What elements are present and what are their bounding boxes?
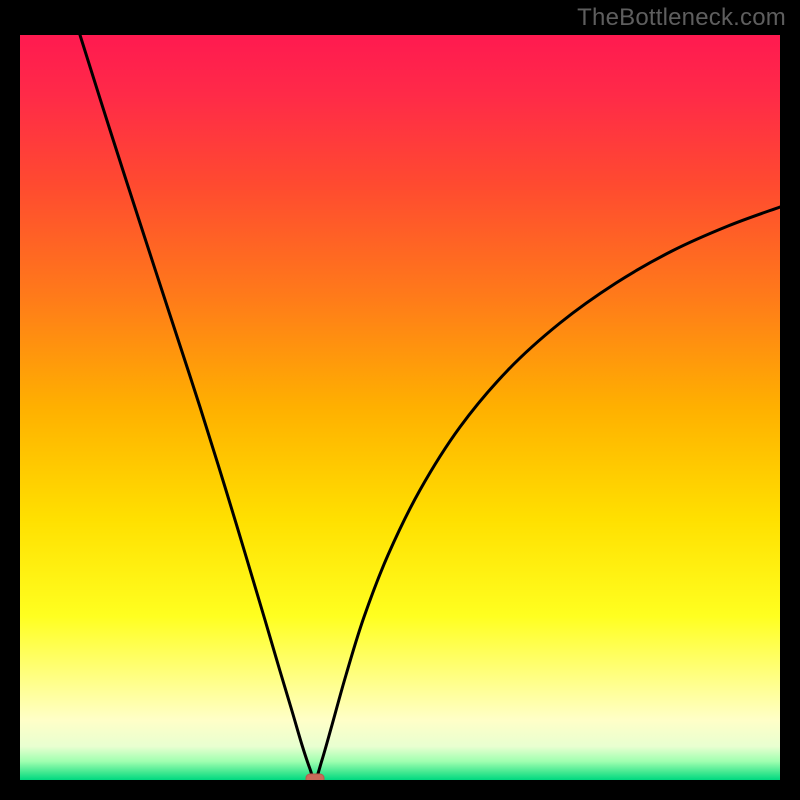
- chart-frame: TheBottleneck.com: [0, 0, 800, 800]
- gradient-background: [20, 35, 780, 780]
- watermark-text: TheBottleneck.com: [577, 4, 786, 32]
- bottleneck-chart: [0, 0, 800, 800]
